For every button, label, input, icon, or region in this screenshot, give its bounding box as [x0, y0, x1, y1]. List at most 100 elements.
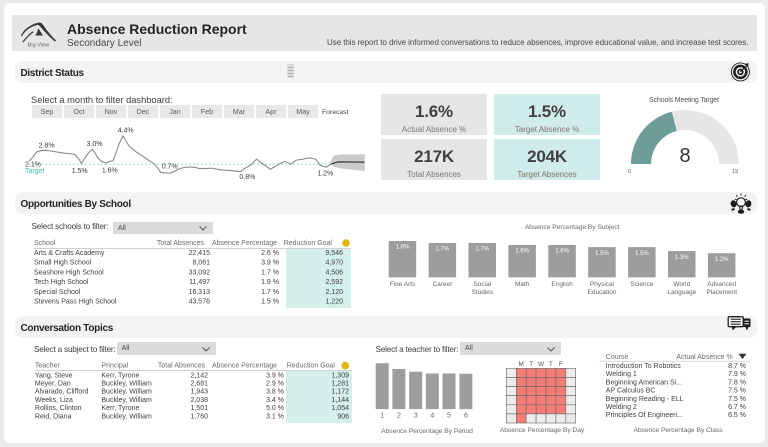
- svg-text:0.8%: 0.8%: [239, 174, 255, 181]
- svg-text:1,501: 1,501: [190, 405, 208, 412]
- svg-text:3.1 %: 3.1 %: [266, 413, 284, 420]
- svg-text:1.3%: 1.3%: [675, 255, 689, 261]
- svg-text:6: 6: [464, 413, 468, 420]
- svg-text:4,506: 4,506: [325, 269, 343, 276]
- svg-text:Education: Education: [588, 289, 617, 296]
- svg-text:Buckley, William: Buckley, William: [101, 389, 152, 396]
- svg-text:School: School: [34, 240, 56, 247]
- svg-text:7.5 %: 7.5 %: [728, 396, 746, 403]
- svg-text:Buckley, William: Buckley, William: [101, 413, 152, 420]
- svg-text:Total Absences: Total Absences: [158, 363, 206, 370]
- svg-text:Seashore High School: Seashore High School: [34, 269, 104, 276]
- svg-text:Buckley, William: Buckley, William: [101, 381, 152, 388]
- svg-text:Welding 1: Welding 1: [606, 371, 637, 378]
- svg-text:8.7 %: 8.7 %: [728, 363, 746, 370]
- svg-text:Reduction Goal: Reduction Goal: [287, 363, 336, 370]
- svg-text:Reduction Goal: Reduction Goal: [284, 240, 333, 247]
- svg-text:2,142: 2,142: [190, 372, 208, 379]
- svg-text:W: W: [538, 361, 544, 368]
- svg-text:2.9 %: 2.9 %: [266, 381, 284, 388]
- svg-text:8: 8: [679, 145, 690, 167]
- svg-text:1.9 %: 1.9 %: [261, 279, 279, 286]
- svg-text:T: T: [529, 361, 533, 368]
- svg-text:Actual Absence %: Actual Absence %: [676, 354, 732, 361]
- svg-text:Target: Target: [25, 168, 45, 175]
- svg-text:22,415: 22,415: [189, 250, 211, 257]
- svg-text:Teacher: Teacher: [35, 363, 61, 370]
- svg-text:33,092: 33,092: [189, 269, 211, 276]
- svg-text:7.9 %: 7.9 %: [728, 371, 746, 378]
- svg-text:1,943: 1,943: [190, 389, 208, 396]
- svg-text:Buckley, William: Buckley, William: [101, 397, 152, 404]
- svg-text:1,172: 1,172: [331, 389, 349, 396]
- svg-text:3.9 %: 3.9 %: [266, 372, 284, 379]
- svg-text:1.7 %: 1.7 %: [261, 289, 279, 296]
- svg-text:Advanced: Advanced: [707, 281, 736, 288]
- svg-text:Fine Arts: Fine Arts: [390, 281, 416, 288]
- svg-text:1.6%: 1.6%: [102, 167, 118, 174]
- svg-text:7.8 %: 7.8 %: [728, 379, 746, 386]
- svg-text:3.9 %: 3.9 %: [261, 260, 279, 267]
- svg-text:1: 1: [380, 413, 384, 420]
- svg-text:3.4 %: 3.4 %: [266, 397, 284, 404]
- svg-text:Studies: Studies: [471, 289, 493, 296]
- svg-text:Weeks, Liza: Weeks, Liza: [35, 397, 73, 404]
- svg-text:Small High School: Small High School: [34, 260, 92, 267]
- svg-text:1.6%: 1.6%: [515, 249, 529, 255]
- svg-text:1.2%: 1.2%: [317, 171, 333, 178]
- svg-text:World: World: [673, 281, 690, 288]
- svg-text:1,760: 1,760: [190, 413, 208, 420]
- svg-text:Kerr, Tyrone: Kerr, Tyrone: [101, 372, 139, 379]
- svg-text:Reid, Diana: Reid, Diana: [35, 413, 72, 420]
- svg-text:Big View: Big View: [28, 43, 51, 49]
- svg-text:1,054: 1,054: [331, 405, 349, 412]
- svg-text:11,497: 11,497: [189, 279, 210, 286]
- svg-text:906: 906: [337, 413, 349, 420]
- svg-text:Course: Course: [606, 354, 629, 361]
- svg-text:Tech High School: Tech High School: [34, 279, 89, 286]
- svg-text:2,681: 2,681: [190, 381, 208, 388]
- svg-text:Language: Language: [667, 289, 696, 296]
- svg-text:43,576: 43,576: [189, 299, 211, 306]
- svg-text:4: 4: [430, 413, 434, 420]
- svg-text:5.0 %: 5.0 %: [266, 405, 284, 412]
- svg-text:Science: Science: [630, 281, 654, 288]
- svg-text:1.7%: 1.7%: [475, 247, 489, 253]
- svg-text:2.8%: 2.8%: [39, 142, 55, 149]
- svg-text:Math: Math: [515, 281, 530, 288]
- svg-text:Welding 2: Welding 2: [606, 404, 637, 411]
- svg-text:2.1%: 2.1%: [25, 162, 41, 169]
- svg-text:3.0%: 3.0%: [87, 141, 103, 148]
- svg-text:1.5 %: 1.5 %: [261, 299, 279, 306]
- svg-text:1,309: 1,309: [331, 372, 349, 379]
- svg-text:Total Absences: Total Absences: [157, 240, 205, 247]
- svg-text:0.7%: 0.7%: [162, 164, 178, 171]
- svg-text:9,546: 9,546: [325, 250, 343, 257]
- svg-text:6.5 %: 6.5 %: [728, 412, 746, 419]
- svg-text:1.6%: 1.6%: [555, 249, 569, 255]
- svg-text:Career: Career: [432, 281, 453, 288]
- svg-text:1.2%: 1.2%: [715, 257, 729, 263]
- svg-text:1.5%: 1.5%: [72, 168, 88, 175]
- svg-text:8,061: 8,061: [192, 260, 210, 267]
- svg-text:4.4%: 4.4%: [118, 128, 134, 135]
- svg-text:2,120: 2,120: [325, 289, 343, 296]
- svg-text:T: T: [549, 361, 553, 368]
- svg-text:7.5 %: 7.5 %: [728, 388, 746, 395]
- svg-text:5: 5: [447, 413, 451, 420]
- svg-text:6.7 %: 6.7 %: [728, 404, 746, 411]
- svg-text:3.8 %: 3.8 %: [266, 389, 284, 396]
- svg-text:2,038: 2,038: [190, 397, 208, 404]
- svg-text:Alvarado, Clifford: Alvarado, Clifford: [35, 389, 89, 396]
- svg-text:4,970: 4,970: [325, 260, 343, 267]
- svg-text:Social: Social: [473, 281, 491, 288]
- svg-text:Stevens Pass High School: Stevens Pass High School: [34, 299, 117, 306]
- svg-text:2,592: 2,592: [325, 279, 343, 286]
- svg-text:2: 2: [397, 413, 401, 420]
- svg-text:Meyer, Dan: Meyer, Dan: [35, 381, 71, 388]
- svg-text:1.7 %: 1.7 %: [261, 269, 279, 276]
- svg-text:Principal: Principal: [101, 363, 128, 370]
- svg-text:1,144: 1,144: [331, 397, 349, 404]
- svg-text:Beginning American Si...: Beginning American Si...: [606, 379, 682, 386]
- svg-text:Beginning Reading - ELL: Beginning Reading - ELL: [606, 396, 684, 403]
